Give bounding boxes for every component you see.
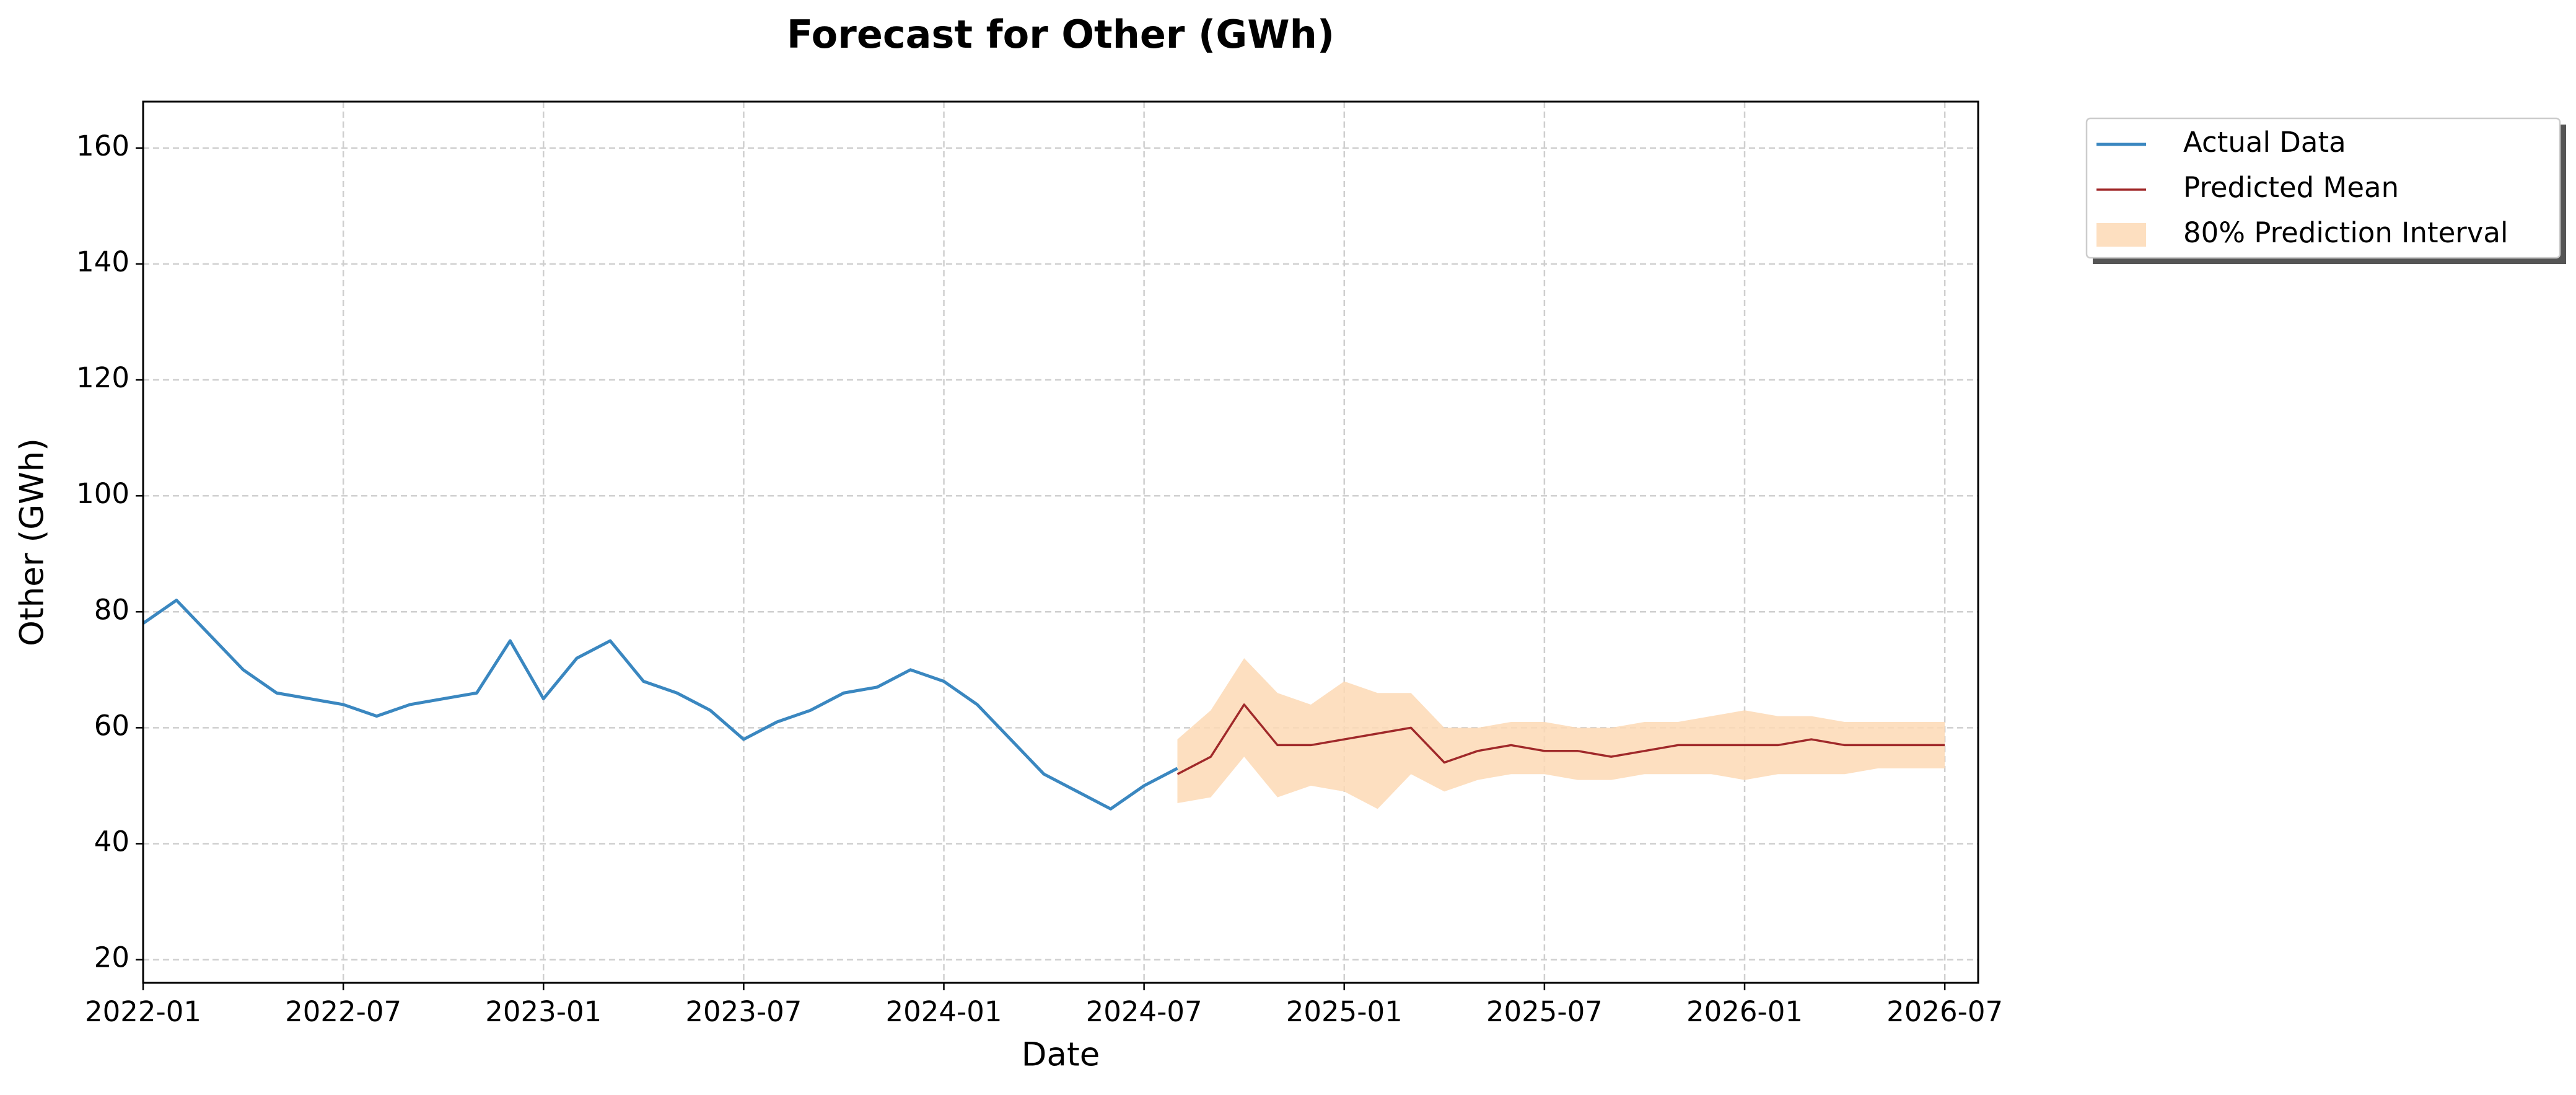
y-tick-label: 140 <box>76 245 129 278</box>
legend-label: Actual Data <box>2183 126 2346 159</box>
legend: Actual Data Predicted Mean 80% Prediction … <box>2085 117 2566 264</box>
chart-title: Forecast for Other (GWh) <box>787 12 1334 57</box>
x-axis-label: Date <box>1022 1036 1100 1074</box>
x-tick-label: 2024-07 <box>1086 995 1203 1028</box>
y-tick-label: 80 <box>94 593 129 626</box>
y-tick-label: 100 <box>76 477 129 510</box>
y-tick-label: 20 <box>94 941 129 974</box>
x-tick-label: 2025-07 <box>1486 995 1603 1028</box>
series-line <box>1176 703 1945 775</box>
legend-swatch <box>2096 223 2146 247</box>
x-tick-label: 2023-01 <box>485 995 602 1028</box>
y-axis-label: Other (GWh) <box>14 438 51 646</box>
y-tick-label: 40 <box>94 825 129 858</box>
x-tick-label: 2023-07 <box>685 995 802 1028</box>
x-tick-label: 2026-01 <box>1686 995 1803 1028</box>
series-line <box>142 599 1178 811</box>
y-tick-label: 160 <box>76 130 129 162</box>
prediction-interval <box>1177 658 1945 809</box>
x-tick-label: 2024-01 <box>885 995 1002 1028</box>
legend-box <box>2085 117 2561 259</box>
x-tick-label: 2025-01 <box>1286 995 1403 1028</box>
plot-frame <box>142 100 1979 984</box>
x-tick-label: 2026-07 <box>1886 995 2003 1028</box>
x-tick-label: 2022-01 <box>85 995 201 1028</box>
y-tick-label: 120 <box>76 361 129 394</box>
legend-label: 80% Prediction Interval <box>2183 216 2508 249</box>
x-tick-label: 2022-07 <box>285 995 401 1028</box>
y-tick-label: 60 <box>94 709 129 742</box>
legend-label: Predicted Mean <box>2183 171 2399 204</box>
